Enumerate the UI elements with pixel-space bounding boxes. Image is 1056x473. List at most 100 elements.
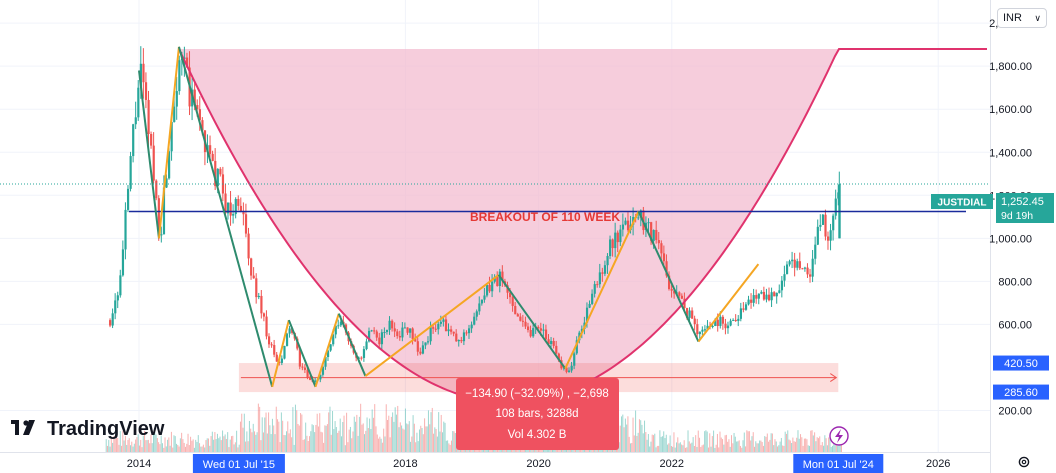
volume-bar bbox=[285, 431, 287, 452]
volume-bar bbox=[655, 447, 657, 452]
volume-bar bbox=[729, 446, 731, 452]
volume-bar bbox=[747, 431, 749, 452]
volume-bar bbox=[113, 436, 115, 452]
volume-bar bbox=[647, 434, 649, 452]
candle-body bbox=[793, 259, 796, 268]
volume-bar bbox=[392, 412, 394, 452]
candle-body bbox=[232, 214, 235, 216]
volume-bar bbox=[631, 442, 633, 452]
candle-body bbox=[388, 320, 391, 330]
volume-bar bbox=[750, 440, 752, 452]
volume-bar bbox=[800, 434, 802, 452]
volume-bar bbox=[199, 443, 201, 452]
cup-pattern-fill bbox=[179, 49, 987, 403]
volume-bar bbox=[122, 430, 124, 452]
candle-body bbox=[491, 281, 494, 292]
volume-bar bbox=[436, 436, 438, 452]
volume-bar bbox=[442, 432, 444, 452]
zigzag-down-segment bbox=[138, 70, 160, 239]
zigzag-up-segment bbox=[564, 211, 640, 369]
volume-bar bbox=[766, 433, 768, 452]
candle-body bbox=[755, 295, 758, 299]
volume-bar bbox=[117, 437, 119, 452]
volume-bar bbox=[422, 434, 424, 452]
candle-body bbox=[570, 365, 573, 371]
volume-bar bbox=[151, 443, 153, 452]
zigzag-up-segment bbox=[271, 319, 290, 388]
candle-body bbox=[457, 340, 460, 342]
chevron-down-icon: ∨ bbox=[1034, 12, 1041, 23]
candle-body bbox=[598, 272, 601, 285]
currency-selector[interactable]: INR ∨ bbox=[997, 8, 1047, 28]
candle-body bbox=[693, 318, 696, 325]
volume-bar bbox=[138, 445, 140, 452]
volume-bar bbox=[760, 440, 762, 452]
volume-bar bbox=[367, 428, 369, 452]
volume-bar bbox=[733, 432, 735, 452]
lightning-icon[interactable] bbox=[829, 426, 849, 446]
candle-body bbox=[768, 294, 771, 301]
candle-body bbox=[129, 156, 132, 189]
volume-bar bbox=[356, 414, 358, 452]
volume-bar bbox=[190, 436, 192, 452]
volume-bar bbox=[640, 420, 642, 452]
volume-bar bbox=[663, 431, 665, 452]
volume-bar bbox=[449, 444, 451, 452]
volume-bar bbox=[150, 434, 152, 452]
volume-bar bbox=[265, 412, 267, 452]
volume-bar bbox=[118, 444, 120, 452]
candle-body bbox=[421, 345, 425, 354]
volume-bar bbox=[183, 442, 185, 452]
candle-body bbox=[798, 261, 801, 269]
candle-body bbox=[409, 328, 412, 333]
gear-icon[interactable] bbox=[1017, 455, 1031, 469]
volume-bar bbox=[635, 410, 637, 452]
volume-bar bbox=[697, 430, 699, 452]
volume-bar bbox=[676, 442, 678, 452]
volume-bar bbox=[723, 444, 725, 452]
zigzag-up-segment bbox=[314, 313, 340, 388]
candle-body bbox=[270, 344, 273, 346]
volume-bar bbox=[119, 431, 121, 452]
volume-bar bbox=[224, 434, 226, 452]
volume-bar bbox=[126, 444, 128, 452]
time-tick-label: 2020 bbox=[526, 458, 550, 470]
candle-body bbox=[257, 295, 260, 298]
candle-body bbox=[234, 199, 237, 215]
candle-body bbox=[552, 340, 555, 346]
last-price-value: 1,252.45 bbox=[1001, 196, 1044, 208]
volume-bar bbox=[738, 440, 740, 452]
tooltip-volume: Vol 4.302 B bbox=[508, 429, 567, 441]
candle-body bbox=[329, 344, 332, 351]
candle-body bbox=[368, 330, 371, 342]
volume-bar bbox=[668, 443, 670, 452]
volume-bar bbox=[106, 445, 108, 452]
time-tick-label: 2022 bbox=[660, 458, 684, 470]
candle-body bbox=[165, 178, 168, 188]
volume-bar bbox=[300, 413, 302, 452]
candle-body bbox=[144, 82, 148, 100]
volume-bar bbox=[372, 417, 374, 452]
volume-bar bbox=[165, 446, 167, 452]
volume-bar bbox=[145, 440, 147, 452]
price-marker-upper: 420.50 bbox=[993, 355, 1049, 371]
last-price-symbol: JUSTDIAL bbox=[938, 198, 987, 209]
candle-body bbox=[547, 339, 550, 345]
volume-bar bbox=[450, 440, 452, 452]
zigzag-up-segment bbox=[364, 274, 500, 377]
candle-body bbox=[778, 290, 781, 293]
candle-body bbox=[706, 325, 709, 330]
candle-body bbox=[719, 316, 722, 326]
volume-bar bbox=[426, 426, 428, 452]
candle-body bbox=[280, 358, 284, 363]
volume-bar bbox=[222, 430, 224, 452]
candle-body bbox=[378, 337, 381, 345]
candle-body bbox=[152, 145, 155, 181]
volume-bar bbox=[158, 442, 160, 452]
volume-bar bbox=[433, 433, 435, 452]
volume-bar bbox=[346, 412, 348, 452]
time-axis[interactable]: 2014 2018 2020 2022 2026 bbox=[127, 458, 951, 470]
candle-body bbox=[268, 336, 271, 345]
candle-body bbox=[470, 324, 473, 329]
